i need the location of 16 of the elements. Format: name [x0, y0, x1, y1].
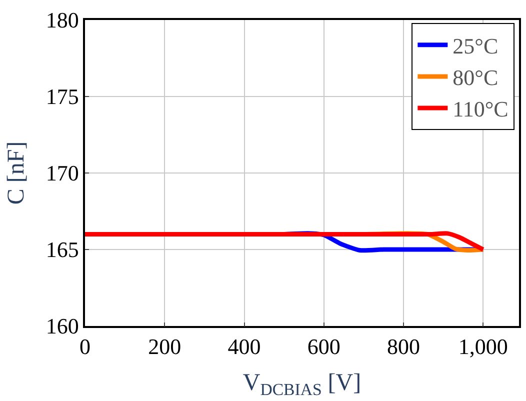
x-tick-label: 0: [80, 334, 90, 360]
y-axis-title: C [nF]: [3, 141, 30, 205]
x-tick-label: 800: [387, 334, 420, 360]
legend-label: 25°C: [452, 33, 498, 58]
x-tick-label: 200: [148, 334, 182, 360]
legend-label: 110°C: [452, 96, 508, 122]
y-tick-label: 170: [46, 160, 79, 186]
x-axis-title: V$_{DCBIAS}$ [V]: [242, 370, 362, 399]
x-tick-label: 1,000: [458, 334, 508, 360]
legend-label: 80°C: [452, 65, 498, 90]
x-tick-label: 400: [228, 334, 261, 360]
y-tick-label: 165: [46, 237, 79, 262]
y-tick-label: 175: [46, 84, 79, 110]
y-tick-label: 160: [46, 314, 79, 339]
y-tick-label: 180: [46, 8, 79, 33]
x-tick-label: 600: [307, 334, 340, 360]
